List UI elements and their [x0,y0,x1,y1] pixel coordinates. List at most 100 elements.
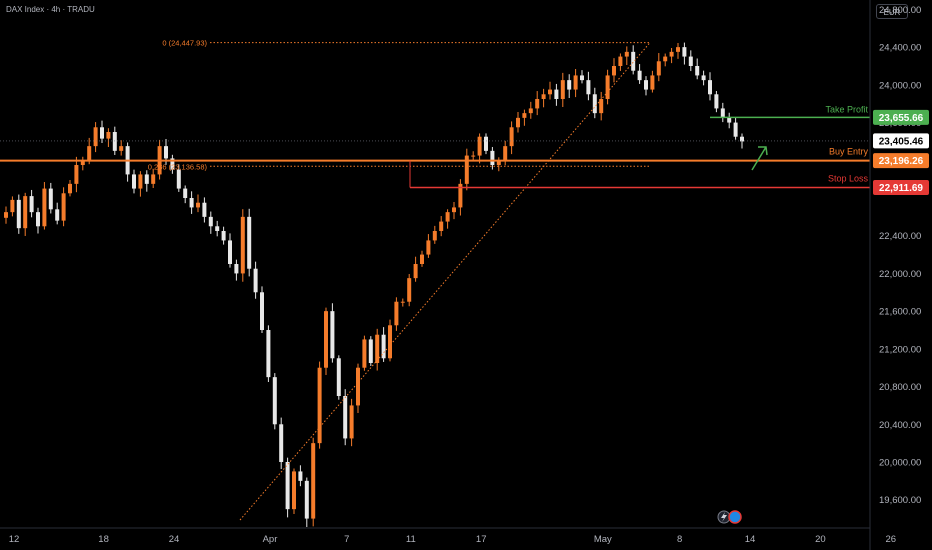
candle-body [695,66,700,76]
levels-layer: 0 (24,447.93) 0.236 (23,136.58) Take Profi… [0,39,870,521]
fib-trend-line [239,42,651,521]
candle-body [464,155,469,184]
candle-body [452,207,456,213]
candle-body [304,480,309,519]
candle-body [74,165,79,184]
candle-body [471,155,476,157]
candle-body [253,268,258,293]
candle-body [394,301,399,326]
price-tags: 23,655.66 23,405.46 23,196.26 22,911.69 [873,109,929,195]
candle-body [356,367,360,406]
price-axis[interactable]: 24,800.0024,400.0024,000.0023,600.0022,4… [879,5,921,506]
candle-body [292,471,296,510]
candle-body [599,99,604,114]
take-profit-tag-bg [873,109,929,125]
last-price-tag: 23,405.46 [879,136,924,147]
candle-body [682,47,687,57]
candle-body [247,216,252,269]
candle-body [100,127,104,139]
stop-loss-label: Stop Loss [828,173,869,183]
candle-body [151,174,156,184]
price-tick-label: 24,000.00 [879,80,921,91]
candle-body [93,127,98,147]
candle-body [362,339,367,368]
time-axis[interactable]: 121824Apr71117May8142026Jun6121824Jul [9,534,932,545]
indicator-icons[interactable] [717,510,742,524]
take-profit-tag: 23,655.66 [879,113,924,124]
time-tick-label: Apr [263,534,278,545]
time-tick-label: 12 [9,534,20,545]
candle-body [554,89,559,99]
candle-body [4,212,8,218]
candle-body [375,334,380,363]
candle-body [132,174,136,189]
candle-body [272,377,277,425]
candle-body [266,330,271,378]
candle-body [343,396,348,439]
candle-body [349,405,354,439]
price-tick-label: 24,800.00 [879,5,921,16]
time-tick-label: 14 [745,534,756,545]
candle-body [548,89,552,95]
candle-body [669,51,674,57]
currency-badge[interactable]: EUR [876,4,908,19]
candle-body [586,80,591,95]
candle-body [16,199,21,229]
time-tick-label: 17 [476,534,487,545]
candle-body [624,51,629,57]
candle-body [490,150,495,165]
candle-body [112,132,117,151]
candle-body [714,94,719,109]
price-tick-label: 20,800.00 [879,382,921,393]
candle-body [522,113,527,118]
candle-body [208,216,213,227]
stop-loss-tag: 22,911.69 [879,183,923,194]
price-tick-label: 20,400.00 [879,420,921,431]
candle-body [560,80,565,99]
candle-body [426,240,431,255]
candle-body [650,75,655,90]
candle-body [10,199,15,213]
candle-body [29,196,34,213]
candle-body [439,221,444,231]
candle-body [260,292,264,330]
price-tick-label: 21,600.00 [879,307,921,318]
candle-body [176,169,181,189]
buy-entry-label: Buy Entry [829,147,869,157]
time-tick-label: 8 [677,534,682,545]
candle-body [631,51,636,71]
candle-body [618,56,623,66]
candle-body [202,202,207,217]
fib-0236-label: 0.236 (23,136.58) [148,162,208,171]
candle-body [432,231,437,241]
candle-body [144,174,149,184]
candle-body [87,146,92,161]
candle-body [55,209,60,221]
flag-icon[interactable] [728,510,742,524]
candle-body [740,136,744,142]
candle-body [234,264,239,274]
candle-body [516,117,520,128]
candle-body [503,146,508,161]
time-tick-label: 20 [815,534,826,545]
candle-body [407,278,412,302]
candle-body [189,198,194,208]
take-profit-label: Take Profit [825,104,868,114]
candle-body [663,56,668,62]
arrow-up-icon [751,146,768,171]
candle-body [170,158,175,170]
price-tick-label: 24,400.00 [879,43,921,54]
candle-body [733,122,738,137]
fib-0-label: 0 (24,447.93) [162,39,207,48]
candle-body [336,358,341,396]
candle-body [688,56,693,66]
candle-body [400,301,405,303]
candle-body [228,240,232,264]
price-tick-label: 20,000.00 [879,458,921,469]
candle-body [592,94,597,114]
candle-body [119,146,124,151]
candle-body [509,127,514,147]
candle-body [541,94,546,99]
candle-body [311,443,316,519]
